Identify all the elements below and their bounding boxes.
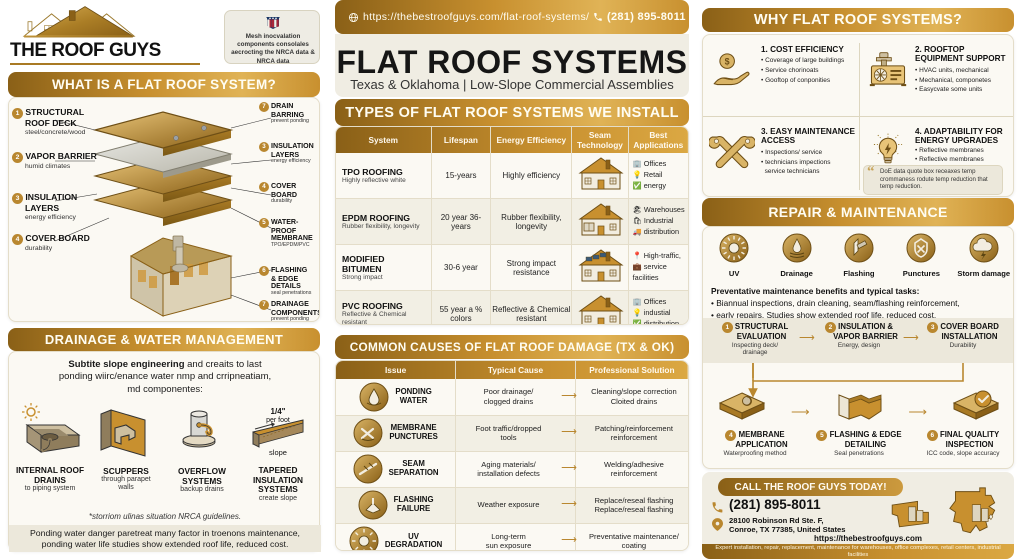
svg-text:1/4": 1/4": [271, 407, 286, 416]
svg-text:$: $: [725, 57, 730, 67]
svg-text:slope: slope: [269, 448, 287, 457]
svg-text:per foot: per foot: [266, 417, 290, 424]
